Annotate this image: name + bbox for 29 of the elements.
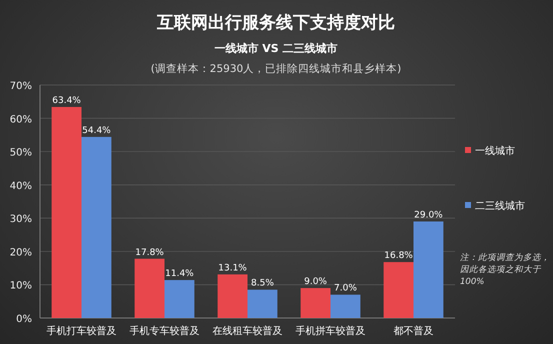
text: (调查样本：25930人，已排除四线城市和县乡样本): [150, 62, 402, 75]
y-tick-label: 60%: [10, 114, 32, 126]
data-label: 16.8%: [384, 251, 414, 262]
x-tick-label: 手机专车较普及: [130, 325, 200, 337]
y-tick-label: 10%: [10, 280, 32, 292]
data-label: 54.4%: [82, 126, 112, 136]
y-tick-label: 40%: [10, 180, 32, 192]
x-tick-label: 手机打车较普及: [46, 325, 116, 337]
x-tick-label: 在线租车较普及: [212, 325, 282, 337]
y-tick-label: 20%: [10, 247, 32, 258]
data-label: 29.0%: [414, 210, 444, 220]
chart-subtitle: 一线城市 VS 二三线城市: [214, 42, 338, 55]
y-tick-label: 70%: [10, 81, 32, 92]
x-tick-label: 都不普及: [394, 325, 434, 337]
y-tick-label: 50%: [10, 148, 32, 159]
y-tick-label: 0%: [16, 314, 32, 325]
y-tick-label: 30%: [10, 214, 32, 226]
data-label: 13.1%: [218, 263, 248, 274]
data-label: 17.8%: [135, 248, 164, 258]
chart-title: 互联网出行服务线下支持度对比: [156, 13, 395, 33]
text: 注：此项调查为多选，因此各选项之和大于100%: [460, 252, 551, 288]
data-label: 7.0%: [334, 284, 358, 294]
x-tick-label: 手机拼车较普及: [296, 325, 366, 337]
data-label: 9.0%: [304, 277, 328, 288]
data-label: 11.4%: [165, 269, 194, 280]
data-label: 8.5%: [251, 278, 274, 289]
legend-label: 一线城市: [475, 145, 515, 157]
legend-label: 二三线城市: [475, 200, 525, 212]
data-label: 63.4%: [52, 96, 82, 106]
